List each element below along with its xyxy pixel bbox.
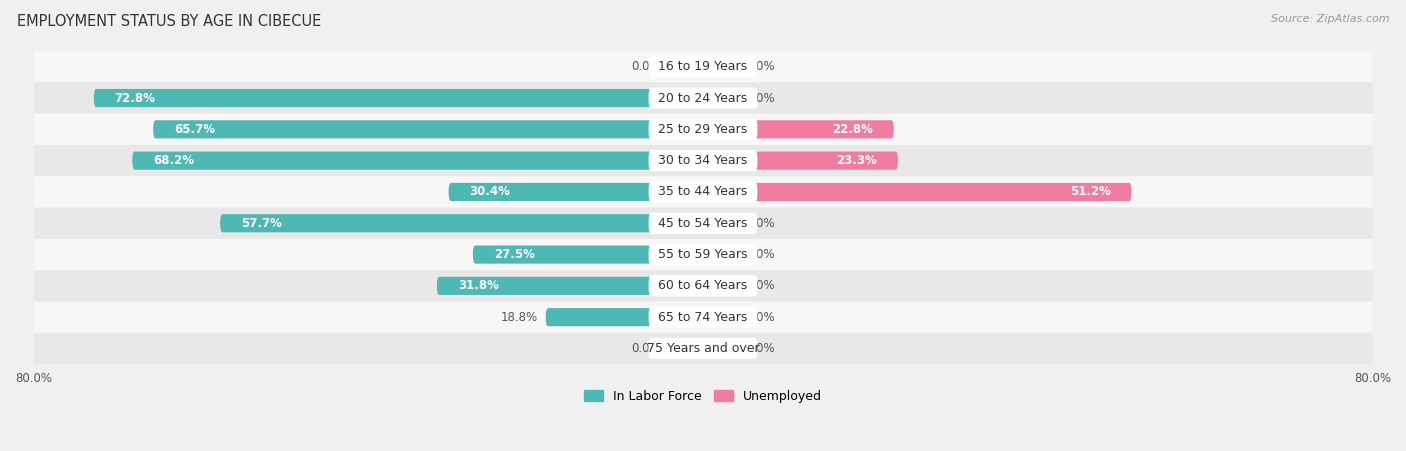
- FancyBboxPatch shape: [34, 207, 1372, 239]
- FancyBboxPatch shape: [648, 275, 758, 296]
- FancyBboxPatch shape: [703, 247, 737, 262]
- FancyBboxPatch shape: [703, 341, 737, 356]
- Text: 0.0%: 0.0%: [745, 311, 775, 324]
- FancyBboxPatch shape: [648, 244, 758, 265]
- Text: 0.0%: 0.0%: [745, 248, 775, 261]
- FancyBboxPatch shape: [34, 145, 1372, 176]
- FancyBboxPatch shape: [648, 338, 758, 359]
- FancyBboxPatch shape: [132, 152, 703, 170]
- FancyBboxPatch shape: [703, 120, 894, 138]
- Text: 30.4%: 30.4%: [470, 185, 510, 198]
- FancyBboxPatch shape: [648, 307, 758, 328]
- FancyBboxPatch shape: [34, 270, 1372, 302]
- FancyBboxPatch shape: [546, 308, 703, 326]
- FancyBboxPatch shape: [34, 176, 1372, 207]
- FancyBboxPatch shape: [34, 302, 1372, 333]
- FancyBboxPatch shape: [472, 245, 703, 264]
- Text: 16 to 19 Years: 16 to 19 Years: [658, 60, 748, 73]
- Text: 18.8%: 18.8%: [501, 311, 537, 324]
- Text: 57.7%: 57.7%: [240, 217, 283, 230]
- FancyBboxPatch shape: [648, 119, 758, 140]
- FancyBboxPatch shape: [437, 277, 703, 295]
- FancyBboxPatch shape: [703, 278, 737, 294]
- FancyBboxPatch shape: [703, 90, 737, 106]
- Text: 27.5%: 27.5%: [494, 248, 534, 261]
- FancyBboxPatch shape: [669, 59, 703, 74]
- FancyBboxPatch shape: [648, 56, 758, 78]
- Text: 31.8%: 31.8%: [458, 279, 499, 292]
- Text: 65.7%: 65.7%: [174, 123, 215, 136]
- FancyBboxPatch shape: [34, 333, 1372, 364]
- Text: 0.0%: 0.0%: [631, 342, 661, 355]
- FancyBboxPatch shape: [34, 114, 1372, 145]
- Legend: In Labor Force, Unemployed: In Labor Force, Unemployed: [579, 385, 827, 408]
- FancyBboxPatch shape: [34, 83, 1372, 114]
- Text: 35 to 44 Years: 35 to 44 Years: [658, 185, 748, 198]
- FancyBboxPatch shape: [648, 181, 758, 202]
- Text: 0.0%: 0.0%: [745, 217, 775, 230]
- FancyBboxPatch shape: [703, 309, 737, 325]
- Text: 0.0%: 0.0%: [631, 60, 661, 73]
- Text: 0.0%: 0.0%: [745, 92, 775, 105]
- FancyBboxPatch shape: [221, 214, 703, 232]
- Text: 22.8%: 22.8%: [832, 123, 873, 136]
- Text: 65 to 74 Years: 65 to 74 Years: [658, 311, 748, 324]
- FancyBboxPatch shape: [153, 120, 703, 138]
- Text: 68.2%: 68.2%: [153, 154, 194, 167]
- FancyBboxPatch shape: [703, 183, 1132, 201]
- FancyBboxPatch shape: [703, 59, 737, 74]
- FancyBboxPatch shape: [34, 239, 1372, 270]
- FancyBboxPatch shape: [648, 212, 758, 234]
- FancyBboxPatch shape: [703, 152, 898, 170]
- Text: Source: ZipAtlas.com: Source: ZipAtlas.com: [1271, 14, 1389, 23]
- FancyBboxPatch shape: [34, 51, 1372, 83]
- FancyBboxPatch shape: [648, 150, 758, 171]
- FancyBboxPatch shape: [94, 89, 703, 107]
- FancyBboxPatch shape: [703, 216, 737, 231]
- Text: 0.0%: 0.0%: [745, 279, 775, 292]
- Text: 51.2%: 51.2%: [1070, 185, 1111, 198]
- FancyBboxPatch shape: [449, 183, 703, 201]
- Text: 45 to 54 Years: 45 to 54 Years: [658, 217, 748, 230]
- FancyBboxPatch shape: [648, 87, 758, 109]
- Text: 30 to 34 Years: 30 to 34 Years: [658, 154, 748, 167]
- Text: 60 to 64 Years: 60 to 64 Years: [658, 279, 748, 292]
- Text: 55 to 59 Years: 55 to 59 Years: [658, 248, 748, 261]
- FancyBboxPatch shape: [669, 341, 703, 356]
- Text: 0.0%: 0.0%: [745, 342, 775, 355]
- Text: 20 to 24 Years: 20 to 24 Years: [658, 92, 748, 105]
- Text: 72.8%: 72.8%: [115, 92, 156, 105]
- Text: 0.0%: 0.0%: [745, 60, 775, 73]
- Text: 25 to 29 Years: 25 to 29 Years: [658, 123, 748, 136]
- Text: EMPLOYMENT STATUS BY AGE IN CIBECUE: EMPLOYMENT STATUS BY AGE IN CIBECUE: [17, 14, 321, 28]
- Text: 23.3%: 23.3%: [837, 154, 877, 167]
- Text: 75 Years and over: 75 Years and over: [647, 342, 759, 355]
